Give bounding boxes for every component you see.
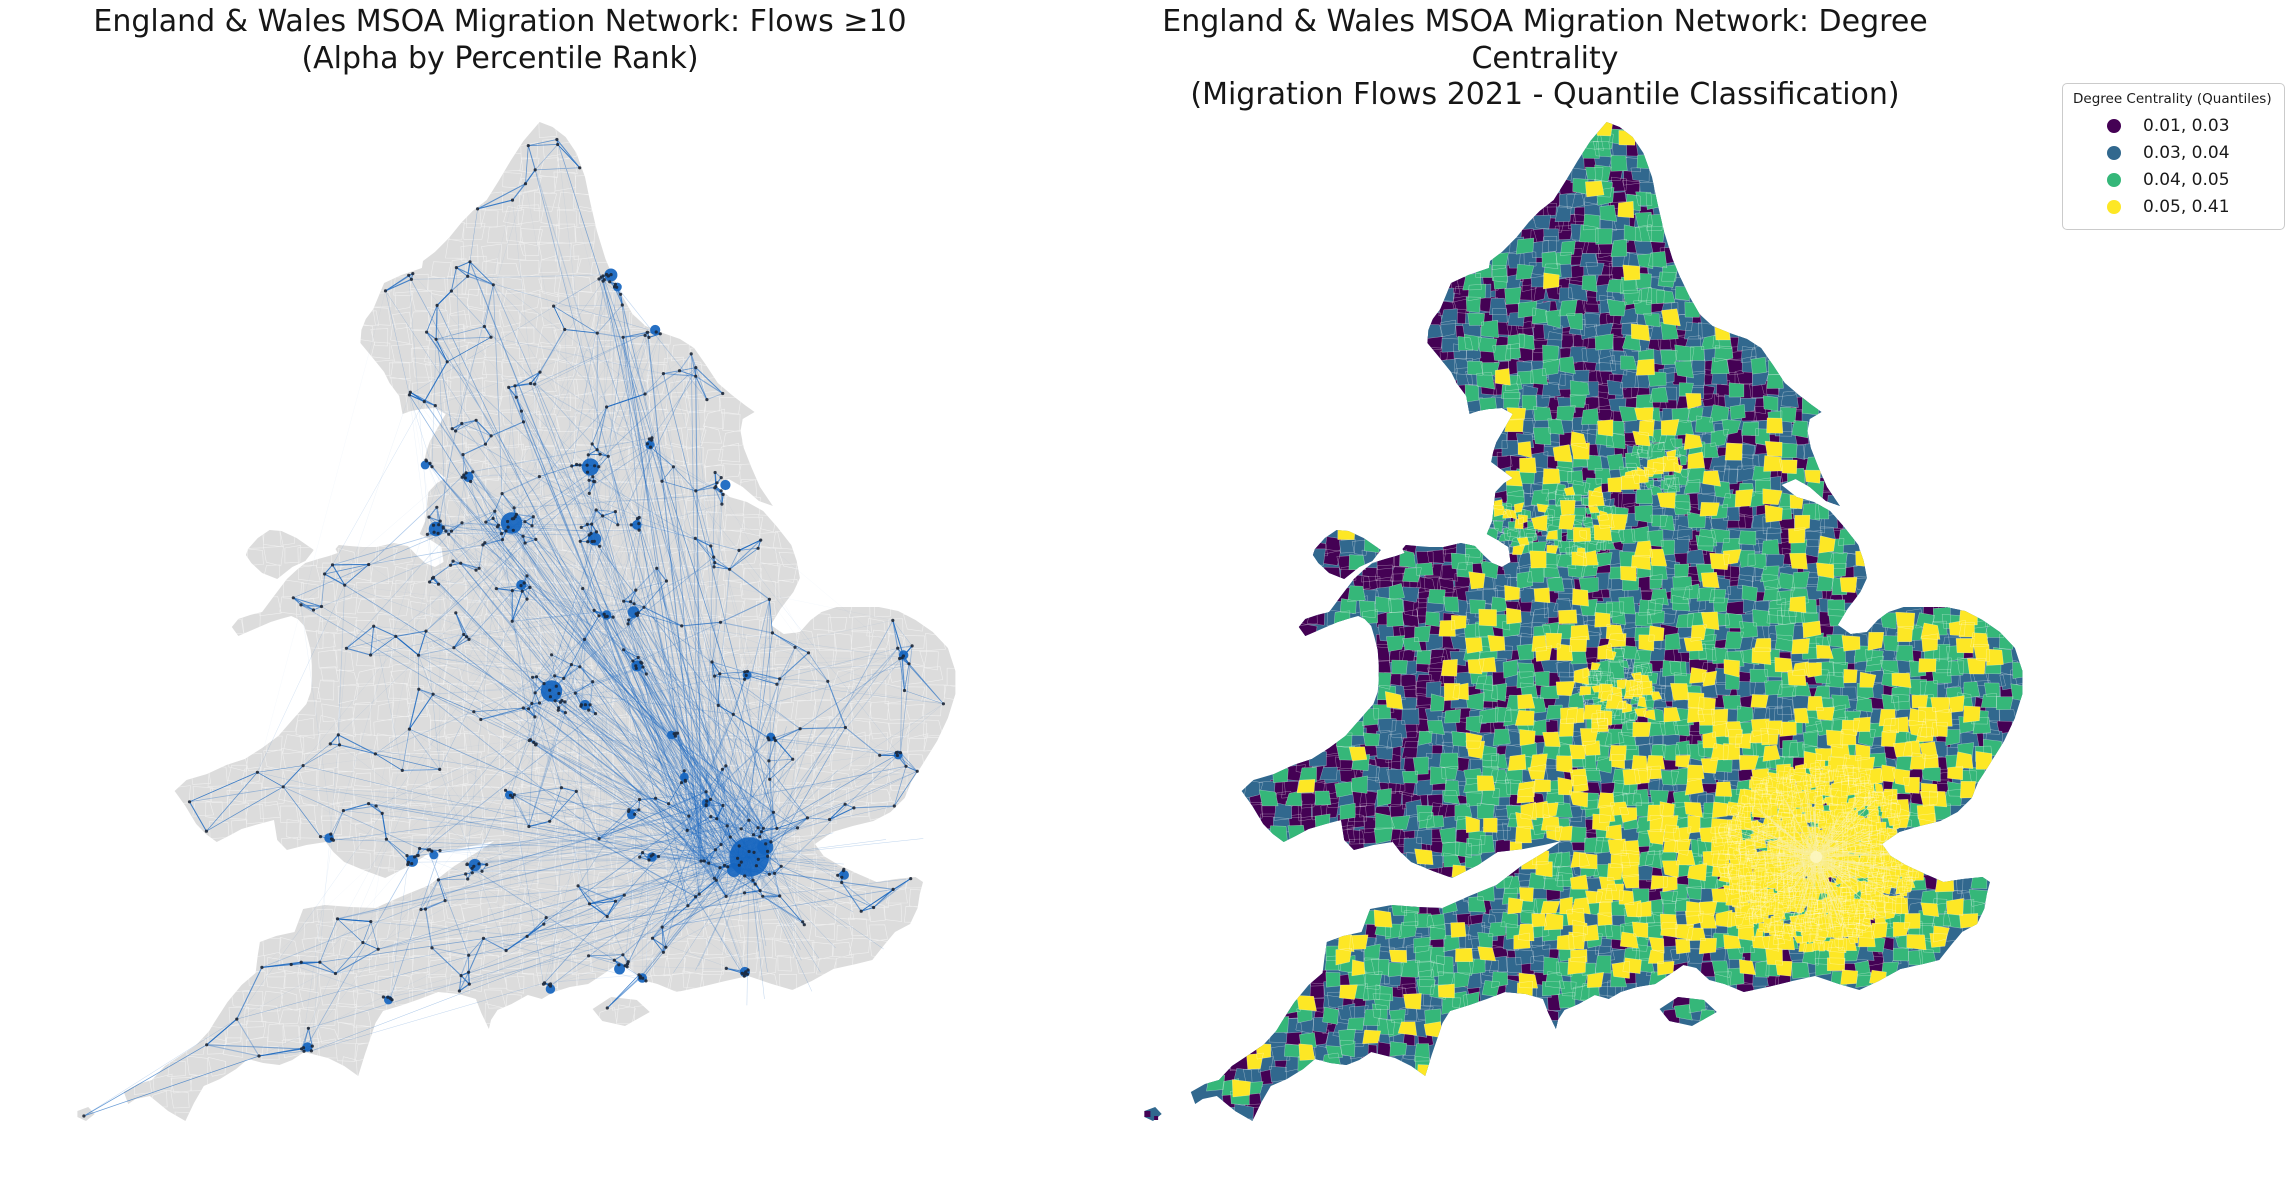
- legend-label: 0.04, 0.05: [2143, 169, 2230, 190]
- legend-swatch-yellow-icon: [2107, 199, 2121, 214]
- choropleth-map: [1144, 122, 2023, 1121]
- migration-nodes: [82, 137, 946, 1118]
- choropleth-cells: [1206, 122, 2023, 1121]
- legend-swatch-purple-icon: [2107, 118, 2121, 133]
- legend-item: 0.01, 0.03: [2073, 112, 2276, 139]
- scilly-isles: [1144, 1111, 1159, 1120]
- choropleth-map-title: England & Wales MSOA Migration Network: …: [1085, 4, 2005, 114]
- network-map-title: England & Wales MSOA Migration Network: …: [25, 4, 975, 77]
- legend-swatch-blue-icon: [2107, 145, 2121, 160]
- land-silhouette: [77, 122, 956, 1121]
- legend-item: 0.05, 0.41: [2073, 193, 2276, 220]
- network-map-title-line2: (Alpha by Percentile Rank): [301, 40, 699, 76]
- city-clusters: [302, 268, 909, 1052]
- legend-swatch-green-icon: [2107, 172, 2121, 187]
- legend-label: 0.03, 0.04: [2143, 142, 2230, 163]
- london-starburst: [1728, 781, 1911, 935]
- legend-item: 0.03, 0.04: [2073, 139, 2276, 166]
- legend-label: 0.01, 0.03: [2143, 115, 2230, 136]
- network-map-title-line1: England & Wales MSOA Migration Network: …: [93, 4, 907, 39]
- legend-item: 0.04, 0.05: [2073, 166, 2276, 193]
- degree-centrality-legend: Degree Centrality (Quantiles) 0.01, 0.03…: [2062, 83, 2285, 230]
- network-map: [77, 122, 956, 1121]
- choropleth-map-title-line2: (Migration Flows 2021 - Quantile Classif…: [1190, 77, 1900, 113]
- legend-title: Degree Centrality (Quantiles): [2073, 91, 2272, 107]
- choropleth-map-title-line1: England & Wales MSOA Migration Network: …: [1162, 4, 1928, 76]
- legend-label: 0.05, 0.41: [2143, 196, 2230, 217]
